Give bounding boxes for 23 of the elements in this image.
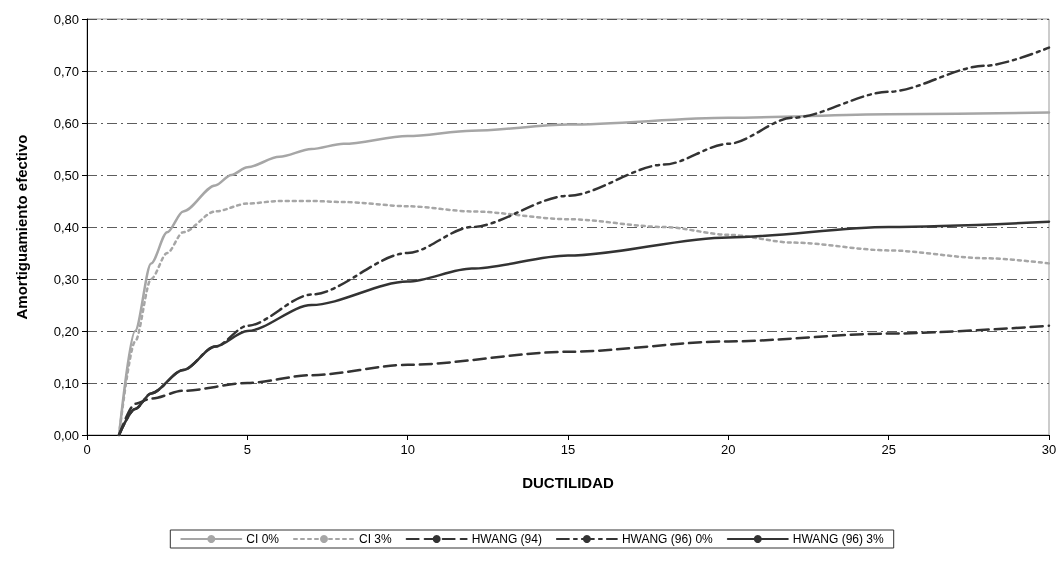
y-tick-label: 0,30 (53, 271, 79, 287)
y-tick-label: 0,40 (53, 219, 79, 235)
x-tick-label: 10 (400, 442, 415, 457)
x-axis-title: DUCTILIDAD (522, 474, 614, 491)
x-tick-label: 15 (560, 442, 576, 457)
y-tick-label: 0,50 (53, 167, 79, 183)
y-axis-title: Amortiguamiento efectivo (13, 134, 30, 320)
x-tick-label: 5 (243, 442, 251, 457)
legend-label: HWANG (94) (471, 532, 542, 546)
y-tick-label: 0,60 (53, 115, 79, 131)
legend-label: CI 3% (358, 532, 392, 546)
x-tick-label: 0 (83, 442, 91, 457)
legend-label: HWANG (96) 0% (621, 532, 714, 546)
y-tick-label: 0,10 (53, 375, 79, 391)
x-tick-label: 20 (721, 442, 736, 457)
legend-label: CI 0% (246, 532, 280, 546)
legend-label: HWANG (96) 3% (792, 532, 885, 546)
y-tick-label: 0,70 (53, 63, 79, 79)
y-tick-label: 0,20 (53, 323, 79, 339)
y-tick-label: 0,80 (53, 11, 79, 27)
x-tick-label: 30 (1041, 442, 1057, 457)
x-tick-label: 25 (881, 442, 896, 457)
y-tick-label: 0,00 (53, 427, 79, 443)
